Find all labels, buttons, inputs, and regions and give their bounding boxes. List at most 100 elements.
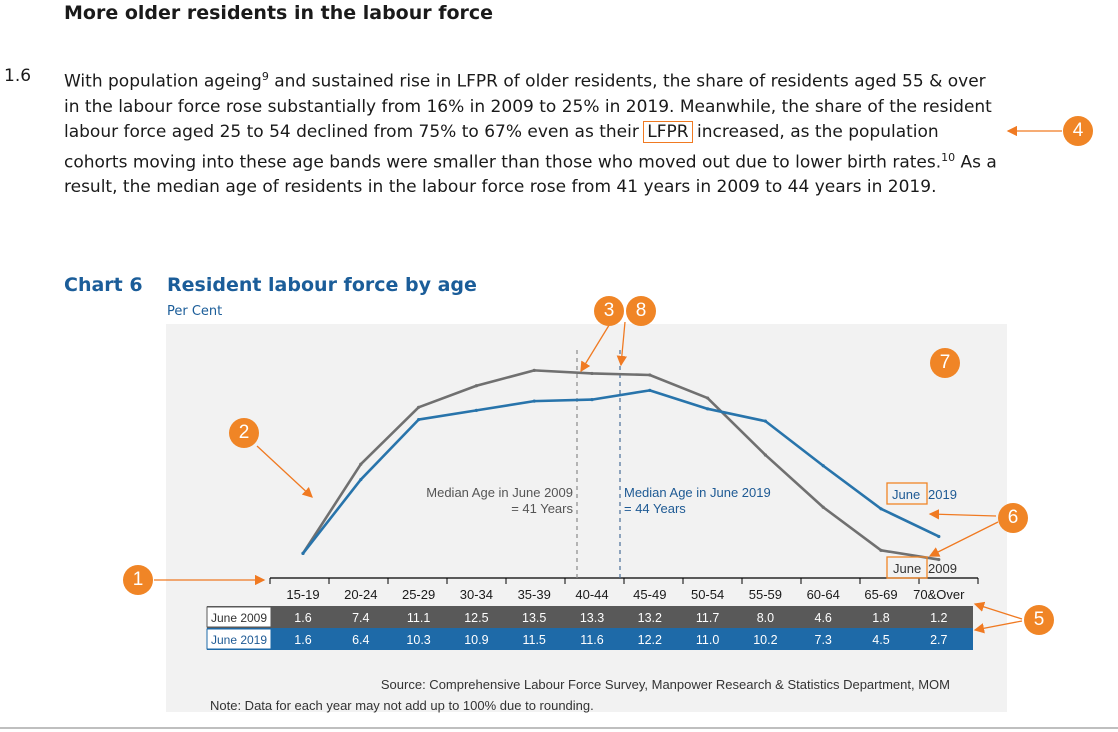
series-label-2009-year: 2009 — [928, 561, 957, 576]
paragraph: With population ageing9 and sustained ri… — [64, 64, 1004, 200]
x-tick-label: 15-19 — [286, 587, 319, 602]
series-point-2009 — [532, 368, 536, 372]
table-row-label: June 2019 — [211, 633, 267, 647]
table-cell: 11.7 — [696, 611, 719, 625]
series-point-2009 — [474, 384, 478, 388]
table-cell: 13.5 — [522, 611, 546, 625]
table-cell: 10.2 — [753, 633, 777, 647]
table-cell: 4.5 — [872, 633, 889, 647]
paragraph-number: 1.6 — [4, 66, 32, 86]
x-tick-label: 20-24 — [344, 587, 377, 602]
x-tick-label: 50-54 — [691, 587, 724, 602]
chart-number: Chart 6 — [64, 274, 143, 296]
series-point-2009 — [648, 373, 652, 377]
series-line-2019 — [301, 389, 940, 555]
arrow-8 — [616, 321, 628, 367]
arrow-2 — [256, 445, 313, 498]
table-cell: 7.3 — [815, 633, 832, 647]
chart-source: Source: Comprehensive Labour Force Surve… — [381, 677, 950, 692]
median-label-bg-2009 — [413, 484, 575, 516]
series-point-2019 — [648, 388, 652, 392]
x-tick-label: 65-69 — [864, 587, 897, 602]
table-cell: 11.1 — [407, 611, 430, 625]
para-text-3: increased, as the population cohorts mov… — [64, 121, 942, 173]
x-tick-label: 30-34 — [460, 587, 493, 602]
table-row-2009 — [207, 606, 973, 628]
table-row-2019 — [207, 628, 973, 650]
series-point-2019 — [359, 477, 363, 482]
table-cell: 1.2 — [930, 611, 947, 625]
chart-title: Resident labour force by age — [167, 274, 477, 296]
chart-note: Note: Data for each year may not add up … — [210, 698, 594, 713]
series-point-2019 — [706, 407, 710, 411]
x-tick-label: 25-29 — [402, 587, 435, 602]
badge-3: 3 — [594, 296, 624, 326]
x-tick-label: 45-49 — [633, 587, 666, 602]
x-tick-label: 40-44 — [575, 587, 608, 602]
series-point-2019 — [474, 408, 478, 412]
table-cell: 1.6 — [294, 611, 311, 625]
chart-unit: Per Cent — [167, 304, 223, 319]
x-tick-label: 55-59 — [749, 587, 782, 602]
table-cell: 12.5 — [464, 611, 488, 625]
series-point-2009 — [590, 371, 594, 376]
table-row-label-cell — [206, 628, 272, 650]
table-cell: 11.5 — [522, 633, 545, 647]
arrow-6a — [928, 509, 997, 520]
table-cell: 6.4 — [352, 633, 369, 647]
series-point-2019 — [937, 534, 941, 539]
badge-8: 8 — [626, 296, 656, 326]
badge-5: 5 — [1024, 605, 1054, 635]
badge-4: 4 — [1063, 116, 1093, 146]
series-label-2009-prefix: June — [893, 561, 921, 576]
badge-2: 2 — [229, 418, 259, 448]
highlight-box-june-2009 — [886, 556, 928, 579]
series-point-2009 — [359, 462, 363, 466]
median-label-2019-line1: Median Age in June 2019 — [624, 485, 771, 500]
series-point-2019 — [417, 417, 421, 422]
plot-background — [166, 324, 1007, 712]
table-cell: 13.2 — [638, 611, 662, 625]
arrow-5b — [973, 620, 1023, 634]
x-tick-label: 70&Over — [913, 587, 965, 602]
badge-1: 1 — [123, 565, 153, 595]
footnote-9[interactable]: 9 — [261, 70, 269, 83]
table-cell: 10.3 — [406, 633, 430, 647]
series-point-2009 — [821, 505, 825, 509]
table-cell: 11.0 — [696, 633, 719, 647]
table-row-label: June 2009 — [211, 611, 267, 625]
table-cell: 7.4 — [352, 611, 369, 625]
highlight-box-june-2019 — [886, 482, 928, 505]
arrow-6b — [928, 521, 999, 557]
table-cell: 8.0 — [757, 611, 774, 625]
series-point-2009 — [937, 557, 941, 562]
table-cell: 12.2 — [638, 633, 662, 647]
series-label-2019-year: 2019 — [928, 487, 957, 502]
section-heading: More older residents in the labour force — [64, 2, 494, 24]
series-point-2019 — [763, 419, 768, 423]
series-point-2019 — [301, 551, 305, 555]
table-cell: 10.9 — [464, 633, 488, 647]
median-label-2009-line1: Median Age in June 2009 — [426, 485, 573, 500]
lfpr-highlight: LFPR — [643, 120, 693, 143]
series-point-2019 — [590, 398, 594, 402]
table-cell: 13.3 — [580, 611, 604, 625]
para-text-4: As a result, the median age of residents… — [64, 152, 997, 198]
table-cell: 1.6 — [294, 633, 311, 647]
table-row-label-cell — [206, 606, 272, 628]
para-text-2: and sustained rise in LFPR of older resi… — [64, 71, 992, 142]
footnote-10[interactable]: 10 — [941, 150, 956, 164]
series-line-2009 — [301, 369, 940, 561]
arrow-5a — [973, 601, 1023, 620]
footer-divider — [0, 727, 1118, 729]
table-cell: 1.8 — [872, 611, 889, 625]
arrow-3 — [580, 321, 612, 373]
para-text-1: With population ageing — [64, 71, 262, 92]
x-tick-label: 60-64 — [807, 587, 840, 602]
series-label-2019-prefix: June — [892, 487, 920, 502]
median-label-bg-2019 — [622, 484, 792, 516]
table-cell: 2.7 — [930, 633, 947, 647]
x-tick-label: 35-39 — [518, 587, 551, 602]
badge-7: 7 — [930, 348, 960, 378]
